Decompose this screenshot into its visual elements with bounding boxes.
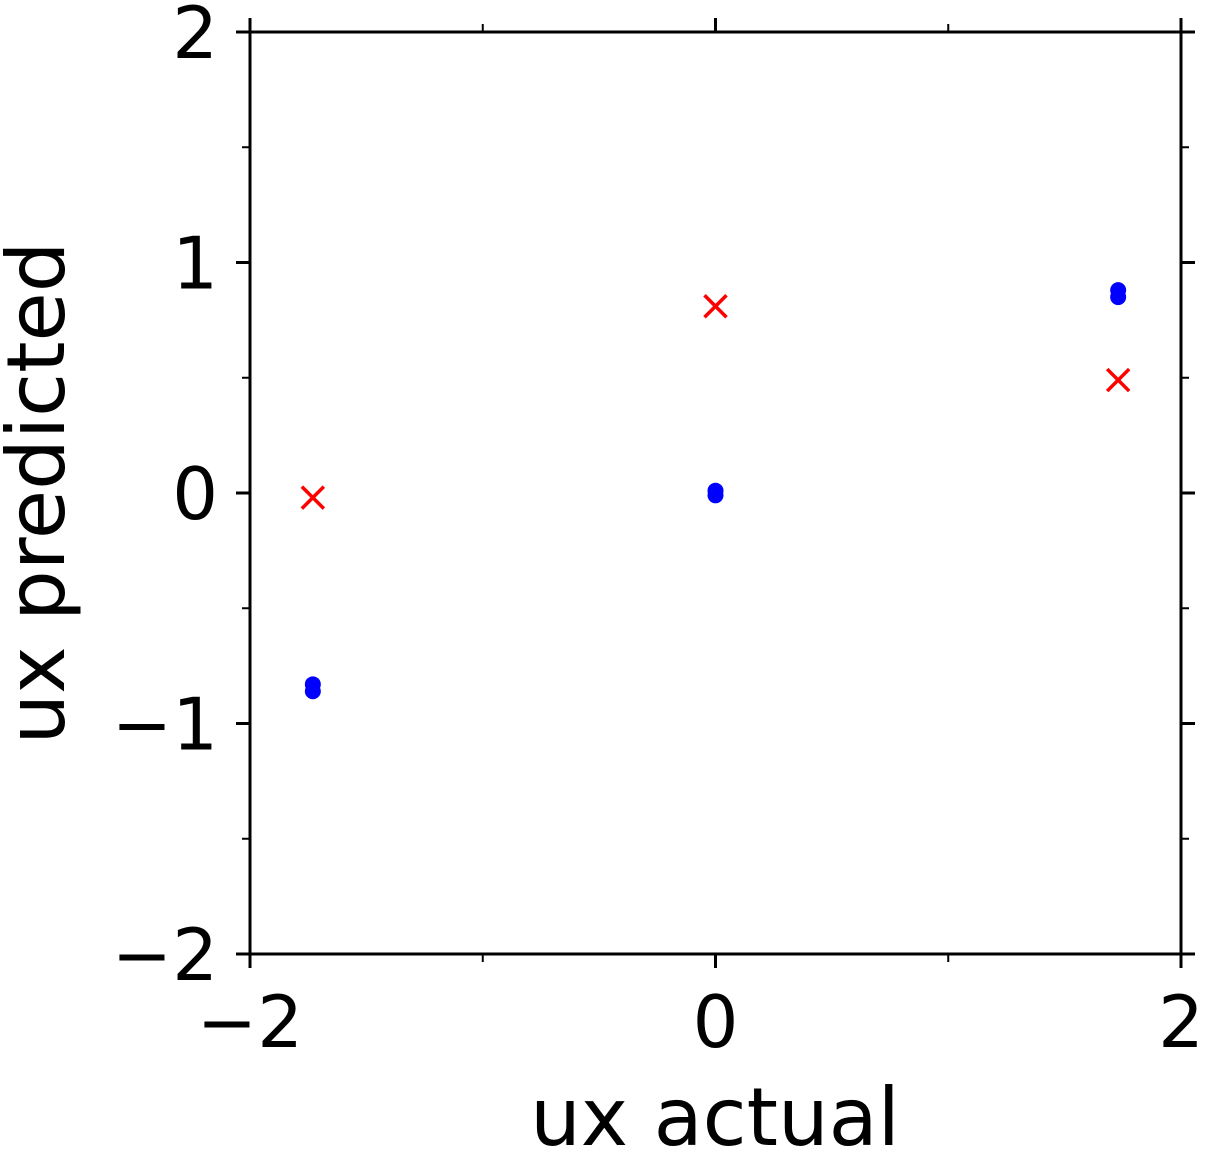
y-tick-label: 0 xyxy=(172,452,218,536)
plot-frame xyxy=(248,30,1183,956)
x-axis-label: ux actual xyxy=(530,1071,900,1163)
x-tick-label: 2 xyxy=(1158,980,1204,1064)
data-point-cross xyxy=(300,485,326,510)
y-tick-label: 1 xyxy=(172,222,218,306)
y-axis-label: ux predicted xyxy=(0,242,83,745)
x-tick-label: −2 xyxy=(197,980,303,1064)
data-point-cross xyxy=(703,294,728,319)
y-tick-label: 2 xyxy=(172,0,218,75)
data-point-circle xyxy=(707,487,724,504)
y-tick-label: −2 xyxy=(112,913,218,997)
data-point-cross xyxy=(1105,367,1131,393)
tick-labels: −2 0 2 −2 −1 0 1 2 xyxy=(112,0,1204,1064)
data-point-circle xyxy=(1110,289,1127,306)
y-tick-label: −1 xyxy=(112,683,218,767)
axis-ticks xyxy=(236,18,1195,968)
x-tick-label: 0 xyxy=(693,980,739,1064)
data-point-circle xyxy=(304,683,321,700)
data-points xyxy=(300,282,1131,700)
